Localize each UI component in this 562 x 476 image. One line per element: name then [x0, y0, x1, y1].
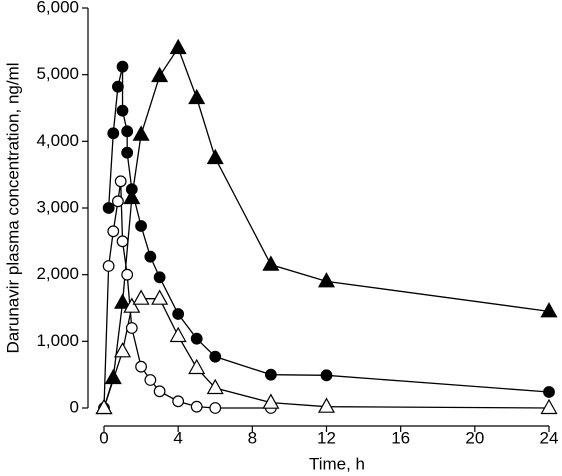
- triangle-marker: [132, 125, 150, 141]
- y-tick-label: 4,000: [36, 131, 79, 150]
- x-tick-label: 0: [99, 428, 108, 447]
- x-tick-label: 12: [317, 428, 336, 447]
- triangle-marker: [317, 272, 336, 288]
- y-tick-label: 3,000: [36, 197, 79, 216]
- triangle-marker: [169, 326, 187, 343]
- series-line: [103, 298, 550, 409]
- triangle-marker: [206, 378, 224, 395]
- circle-marker: [121, 268, 134, 281]
- circle-marker: [121, 146, 134, 159]
- x-tick-label: 20: [465, 428, 484, 447]
- triangle-marker: [151, 66, 169, 83]
- x-tick-label: 24: [540, 428, 559, 447]
- circle-marker: [116, 235, 129, 248]
- triangle-marker: [188, 358, 206, 375]
- circle-marker: [121, 125, 134, 138]
- circle-marker: [153, 271, 166, 284]
- circle-marker: [209, 402, 222, 414]
- circle-marker: [135, 360, 147, 373]
- triangle-marker: [262, 393, 280, 409]
- circle-marker: [112, 80, 124, 93]
- circle-marker: [107, 225, 120, 238]
- triangle-marker: [104, 368, 122, 385]
- circle-marker: [264, 368, 277, 381]
- circle-marker: [135, 220, 147, 232]
- x-tick-label: 8: [248, 428, 257, 447]
- triangle-marker: [114, 342, 132, 358]
- triangle-marker: [123, 297, 141, 313]
- circle-marker: [116, 60, 129, 73]
- circle-marker: [107, 127, 120, 140]
- triangle-marker: [132, 289, 150, 305]
- triangle-marker: [188, 88, 206, 105]
- circle-marker: [153, 385, 166, 398]
- x-tick-label: 16: [391, 428, 410, 447]
- circle-marker: [209, 350, 222, 363]
- x-axis-label: Time, h: [309, 454, 365, 473]
- circle-marker: [190, 400, 203, 413]
- circle-marker: [114, 175, 127, 188]
- y-tick-label: 2,000: [36, 264, 79, 283]
- circle-marker: [112, 195, 124, 208]
- triangle-marker: [262, 255, 280, 271]
- circle-marker: [102, 202, 115, 214]
- series-line: [107, 66, 550, 393]
- y-axis-label: Darunavir plasma concentration, ng/ml: [3, 62, 22, 353]
- y-tick-label: 6,000: [36, 0, 79, 16]
- triangle-marker: [169, 38, 187, 55]
- circle-marker: [144, 250, 157, 263]
- circle-marker: [543, 386, 555, 398]
- series-line: [103, 46, 550, 409]
- triangle-marker: [114, 293, 132, 309]
- triangle-marker: [151, 289, 169, 305]
- triangle-marker: [206, 148, 224, 165]
- circle-marker: [172, 395, 185, 408]
- triangle-marker: [123, 188, 141, 205]
- y-tick-label: 5,000: [36, 64, 79, 83]
- circle-marker: [125, 322, 138, 334]
- triangle-marker: [95, 398, 113, 415]
- circle-marker: [320, 369, 333, 382]
- circle-marker: [116, 104, 129, 117]
- y-tick-label: 0: [70, 397, 79, 416]
- triangle-marker: [317, 397, 336, 413]
- y-tick-label: 1,000: [36, 331, 79, 350]
- circle-marker: [190, 332, 203, 345]
- x-tick-label: 4: [173, 428, 182, 447]
- triangle-marker: [540, 398, 558, 415]
- circle-marker: [172, 308, 185, 320]
- circle-marker: [144, 374, 157, 386]
- triangle-marker: [540, 302, 558, 318]
- circle-marker: [102, 260, 115, 272]
